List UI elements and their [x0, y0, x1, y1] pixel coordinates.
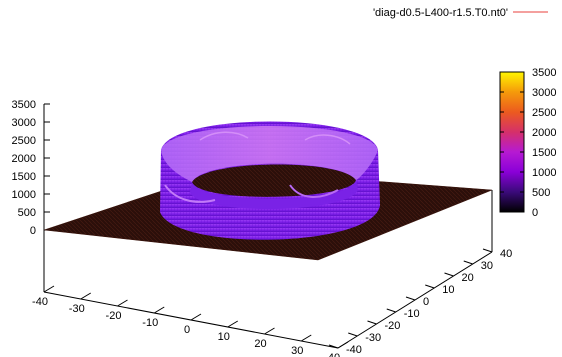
y-tick [348, 332, 358, 337]
y-tick-label: 0 [423, 296, 429, 308]
front-corner-line [318, 260, 338, 348]
y-tick [444, 272, 454, 277]
colorbar-rect [499, 71, 525, 213]
y-tick-label: 40 [500, 248, 512, 260]
legend: 'diag-d0.5-L400-r1.5.T0.nt0' [373, 7, 548, 19]
z-tick-label: 500 [18, 207, 36, 219]
y-tick-label: -10 [404, 308, 420, 320]
y-tick [328, 344, 339, 349]
colorbar-tick-label: 500 [532, 187, 550, 199]
z-tick-label: 1000 [12, 189, 36, 201]
x-tick-label: 40 [328, 352, 340, 357]
x-tick [190, 313, 202, 321]
y-tick [463, 260, 473, 265]
x-tick [337, 341, 349, 349]
colorbar-tick-label: 2500 [532, 107, 556, 119]
x-tick [117, 299, 128, 307]
surface-ring [160, 121, 380, 240]
ring-inner-front [190, 180, 358, 210]
colorbar-tick-label: 0 [532, 207, 538, 219]
x-tick [227, 320, 239, 328]
x-tick-label: -20 [106, 310, 122, 322]
colorbar-tick-label: 3000 [532, 87, 556, 99]
y-ticks: -40-30 -20-100 10 20 30 40 [328, 248, 512, 356]
ring-highlight [164, 184, 216, 203]
z-tick-label: 1500 [12, 171, 36, 183]
legend-label: 'diag-d0.5-L400-r1.5.T0.nt0' [373, 7, 508, 19]
z-tick-label: 2500 [12, 135, 36, 147]
y-tick-label: 30 [481, 260, 493, 272]
colorbar-tick-label: 1500 [532, 147, 556, 159]
y-tick-label: 10 [442, 284, 454, 296]
x-tick-label: -30 [69, 303, 85, 315]
y-tick-label: -30 [365, 332, 381, 344]
x-tick-label: -10 [142, 317, 158, 329]
x-ticks: -40 -30 -20 -10 0 10 20 30 40 [32, 285, 349, 357]
y-tick [405, 296, 416, 301]
x-tick [153, 306, 165, 314]
colorbar-tick-label: 3500 [532, 67, 556, 79]
z-tick-label: 2000 [12, 153, 36, 165]
ring-highlight [199, 131, 249, 141]
x-tick-label: -40 [32, 296, 48, 308]
y-tick [386, 308, 396, 313]
ring-top-rim [161, 126, 378, 182]
colorbar-tick-label: 2000 [532, 127, 556, 139]
y-tick-label: -40 [346, 344, 362, 356]
x-tick [43, 285, 55, 293]
ring-hole [192, 164, 356, 197]
y-tick-label: 20 [462, 272, 474, 284]
x-tick-label: 20 [254, 338, 266, 350]
ring-highlight [304, 134, 351, 145]
y-tick [482, 248, 493, 253]
colorbar: 0 500 1000 1500 2000 2500 3000 3500 [499, 67, 556, 219]
y-tick-label: -20 [385, 320, 401, 332]
y-tick [367, 320, 377, 325]
y-tick [425, 284, 435, 289]
z-tick-label: 3500 [12, 99, 36, 111]
x-tick-label: 10 [218, 331, 230, 343]
colorbar-tick-label: 1000 [532, 167, 556, 179]
colorbar-ticks: 0 500 1000 1500 2000 2500 3000 3500 [500, 67, 556, 219]
z-tick-label: 3000 [12, 117, 36, 129]
x-tick [264, 327, 275, 335]
z-axis: 0 500 1000 1500 2000 2500 3000 3500 [12, 99, 50, 237]
x-tick-label: 30 [291, 345, 303, 357]
x-tick [80, 292, 92, 300]
x-tick [300, 334, 312, 342]
x-tick-label: 0 [184, 324, 190, 336]
z-tick-label: 0 [30, 225, 36, 237]
ring-highlight [289, 184, 339, 198]
